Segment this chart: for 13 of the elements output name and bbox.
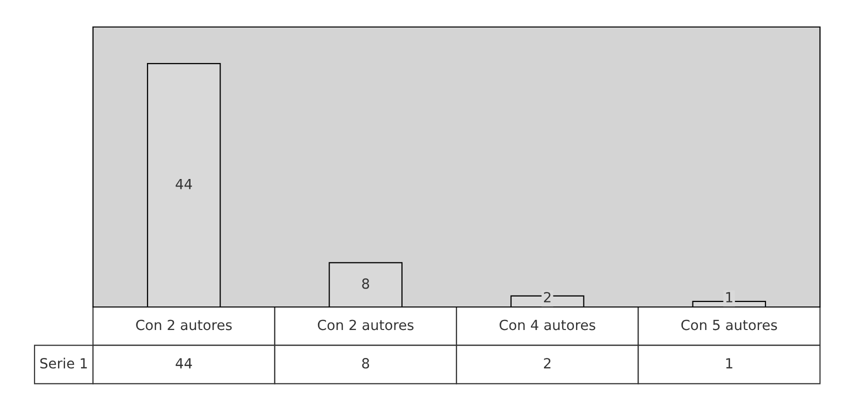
x-tick-label: Con 2 autores (318, 320, 414, 330)
x-tick-label: Con 2 autores (136, 320, 232, 330)
data-label: 8 (362, 278, 370, 289)
text: 1 (726, 358, 732, 368)
text: 44 (176, 358, 192, 368)
x-tick-label: Con 4 autores (500, 320, 596, 330)
text: Serie 1 (40, 358, 87, 369)
text: 2 (544, 358, 550, 368)
data-label: 2 (544, 292, 550, 302)
data-label: 1 (726, 292, 732, 302)
text: 8 (362, 358, 370, 369)
x-tick-label: Con 5 autores (681, 320, 777, 330)
data-label: 44 (176, 178, 192, 190)
